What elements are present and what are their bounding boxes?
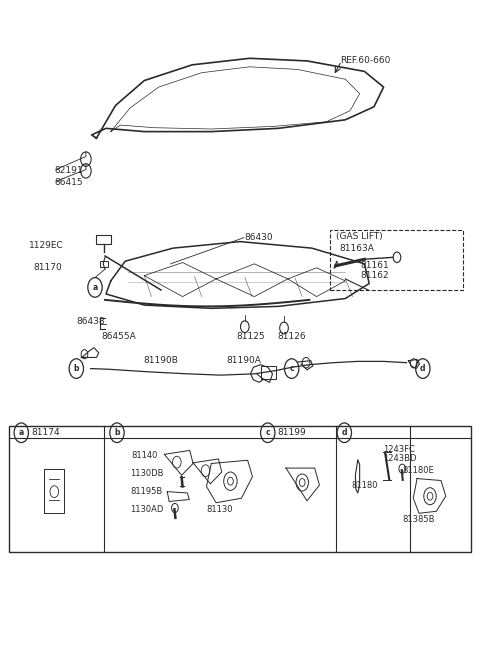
Text: 86430: 86430 xyxy=(245,233,274,242)
Text: 81174: 81174 xyxy=(32,428,60,438)
Text: 81180: 81180 xyxy=(351,481,378,489)
Text: 86455A: 86455A xyxy=(101,332,136,341)
Text: REF.60-660: REF.60-660 xyxy=(340,56,391,66)
Bar xyxy=(9,426,471,552)
Text: 81162: 81162 xyxy=(360,271,389,280)
Text: 81125: 81125 xyxy=(236,332,265,341)
Text: c: c xyxy=(265,428,270,438)
Text: 81126: 81126 xyxy=(277,332,306,341)
Text: 81195B: 81195B xyxy=(130,487,162,496)
Text: 81190B: 81190B xyxy=(144,356,178,365)
Text: d: d xyxy=(342,428,347,438)
Text: 81199: 81199 xyxy=(277,428,306,438)
Text: 81161: 81161 xyxy=(360,261,389,270)
Text: 81130: 81130 xyxy=(206,506,233,514)
Text: a: a xyxy=(92,283,97,292)
Text: 81140: 81140 xyxy=(131,451,157,460)
Bar xyxy=(261,366,276,379)
Text: 1243FC: 1243FC xyxy=(384,445,416,453)
Bar xyxy=(96,235,111,244)
Text: 81180E: 81180E xyxy=(403,466,434,474)
Text: 1129EC: 1129EC xyxy=(29,241,64,250)
Text: b: b xyxy=(114,428,120,438)
Text: 86415: 86415 xyxy=(54,178,83,187)
Text: c: c xyxy=(289,364,294,373)
Bar xyxy=(330,230,463,290)
Text: 1130AD: 1130AD xyxy=(130,506,163,514)
Text: (GAS LIFT): (GAS LIFT) xyxy=(336,232,383,241)
Text: 1130DB: 1130DB xyxy=(130,470,163,478)
Text: 86438: 86438 xyxy=(76,317,105,326)
Text: d: d xyxy=(420,364,426,373)
Text: 81163A: 81163A xyxy=(339,243,374,253)
Text: a: a xyxy=(19,428,24,438)
Bar xyxy=(100,260,108,267)
Text: 82191: 82191 xyxy=(54,167,83,175)
Text: 81385B: 81385B xyxy=(403,516,435,524)
Text: b: b xyxy=(73,364,79,373)
Text: 1243BD: 1243BD xyxy=(384,455,417,463)
Text: 81190A: 81190A xyxy=(227,356,262,365)
Text: 81170: 81170 xyxy=(33,263,62,272)
